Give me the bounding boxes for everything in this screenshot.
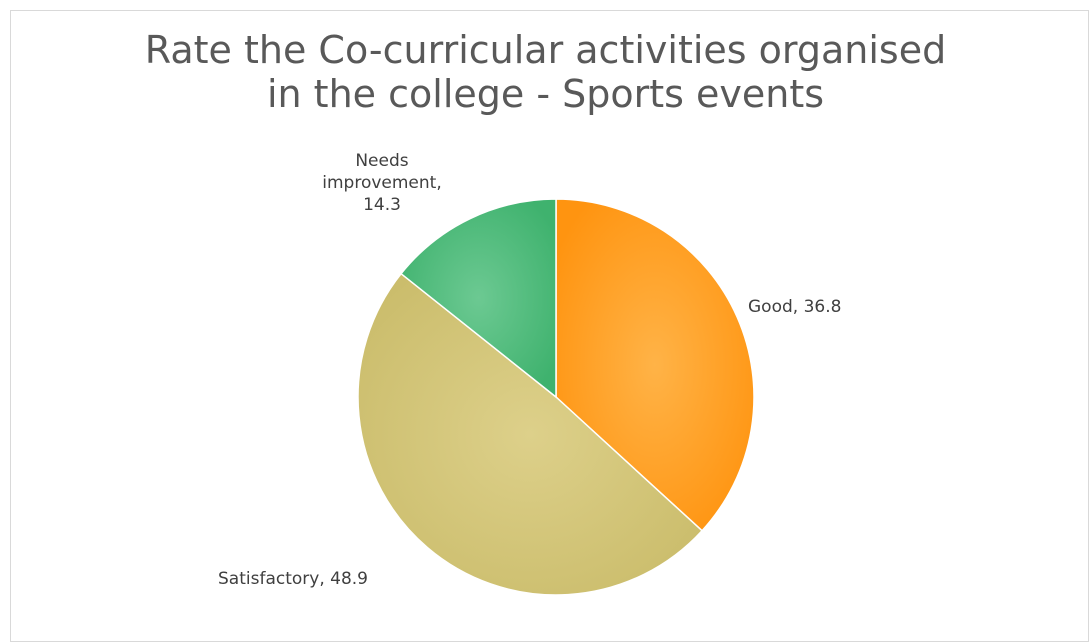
chart-title-line-2: in the college - Sports events	[266, 72, 825, 116]
data-label-good: Good, 36.8	[748, 297, 841, 317]
pie-slice-needs-improvement	[400, 198, 557, 399]
data-label-satisfactory: Satisfactory, 48.9	[218, 569, 368, 589]
pie-slice-satisfactory	[357, 272, 704, 596]
data-label-needs-improvement: Needs improvement, 14.3	[322, 151, 441, 215]
pie-slice-good	[555, 198, 755, 532]
pie-labels: Good, 36.8 Satisfactory, 48.9 Needs improve…	[218, 151, 841, 589]
chart-title-line-1: Rate the Co-curricular activities organi…	[144, 28, 947, 72]
pie-slices	[357, 198, 755, 596]
chart-title: Rate the Co-curricular activities organi…	[0, 28, 1091, 116]
